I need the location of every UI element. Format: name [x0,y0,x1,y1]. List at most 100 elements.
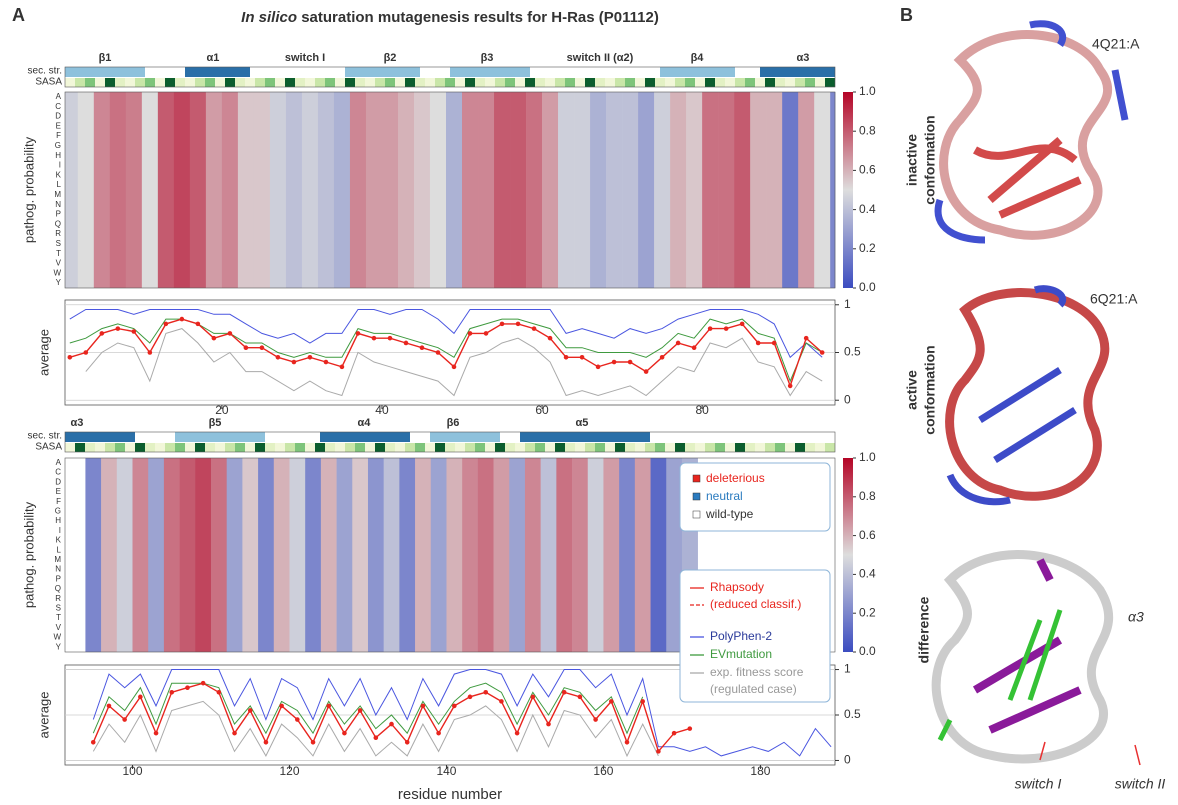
point [530,694,536,700]
sasa-cell [315,443,325,452]
sasa-cell [75,78,85,87]
heatmap-column [606,92,623,288]
series-line [69,318,823,388]
heatmap-column [163,458,180,652]
sasa-cell [245,443,255,452]
sasa-cell [765,443,775,452]
point [577,694,583,700]
sasa-cell [645,443,655,452]
heatmap-column [446,458,463,652]
aa-label: T [56,613,61,622]
sasa-cell [485,443,495,452]
sec-str-label: β6 [447,417,460,429]
sec-str-segment [760,67,835,77]
legend-label: EVmutation [710,647,772,661]
row-label: sec. str. [28,66,62,77]
heatmap-column [638,92,655,288]
aa-label: P [56,574,61,583]
sec-str-label: α4 [358,417,372,429]
sasa-cell [155,443,165,452]
heatmap-column [242,458,259,652]
heatmap-column [798,92,815,288]
heatmap-column [289,458,306,652]
sasa-cell [785,78,795,87]
heatmap-column [493,458,510,652]
heatmap-column [415,458,432,652]
aa-label: A [56,458,62,467]
sasa-cell [215,443,225,452]
aa-label: H [55,516,61,525]
sasa-cell [715,78,725,87]
sasa-cell [655,443,665,452]
sec-str-segment [250,67,345,77]
aa-label: R [55,229,61,238]
point [263,739,269,745]
heatmap-column [574,92,591,288]
heatmap-column [273,458,290,652]
sasa-cell [85,78,95,87]
sasa-cell [565,443,575,452]
arrow [1039,741,1141,766]
sasa-cell [555,443,565,452]
series-line [85,328,823,397]
point [279,703,284,709]
heatmap-column [65,92,79,288]
sasa-cell [225,443,235,452]
point [373,735,379,741]
sec-str-segment [735,67,760,77]
aa-label: C [55,102,61,111]
point [389,721,394,727]
aa-label: V [56,259,62,268]
sasa-cell [635,443,645,452]
sasa-cell [685,443,695,452]
sasa-cell [675,78,685,87]
sec-str-segment [450,67,530,77]
heatmap-column [397,92,415,288]
point [451,364,457,370]
annotation: switch II [1115,776,1166,792]
sasa-cell [745,443,755,452]
heatmap-column [305,458,322,652]
ribbon [973,136,1082,219]
aa-label: Y [56,642,62,651]
series-line [92,682,644,735]
sasa-cell [605,443,615,452]
heatmap-column [210,458,227,652]
sasa-cell [295,443,305,452]
structures: 4Q21:A 6Q21:A inactive conformation acti… [904,20,1166,792]
aa-label: E [56,487,61,496]
sec-str-label: α1 [207,52,220,64]
point [323,359,329,365]
sasa-cell [295,78,305,87]
heatmap-column [462,458,479,652]
point [436,730,441,736]
legend-swatch [692,492,701,501]
colorbar-tick-label: 0.6 [859,528,876,542]
sasa-cell [705,78,715,87]
sec-str-segment [65,432,135,442]
aa-label: Q [55,219,61,228]
x-tick-label: 140 [436,764,456,778]
axis-title: average [36,692,51,739]
point [326,703,332,709]
heatmap-column [478,92,495,288]
sasa-cell [455,443,465,452]
sasa-cell [695,78,705,87]
point [357,708,363,713]
sasa-cell [505,443,515,452]
sasa-cell [605,78,615,87]
sasa-cell [805,78,815,87]
heatmap-column [77,92,95,288]
aa-label: F [56,497,61,506]
point [624,739,630,745]
aa-label: D [55,112,61,121]
sasa-cell [685,78,695,87]
aa-label: C [55,468,61,477]
annotation: switch I [1015,776,1062,792]
sasa-cell [345,443,355,452]
point [419,345,425,351]
point [561,689,567,695]
point [404,739,410,745]
y-tick-label: 1 [844,662,851,676]
heatmap-column [540,458,557,652]
